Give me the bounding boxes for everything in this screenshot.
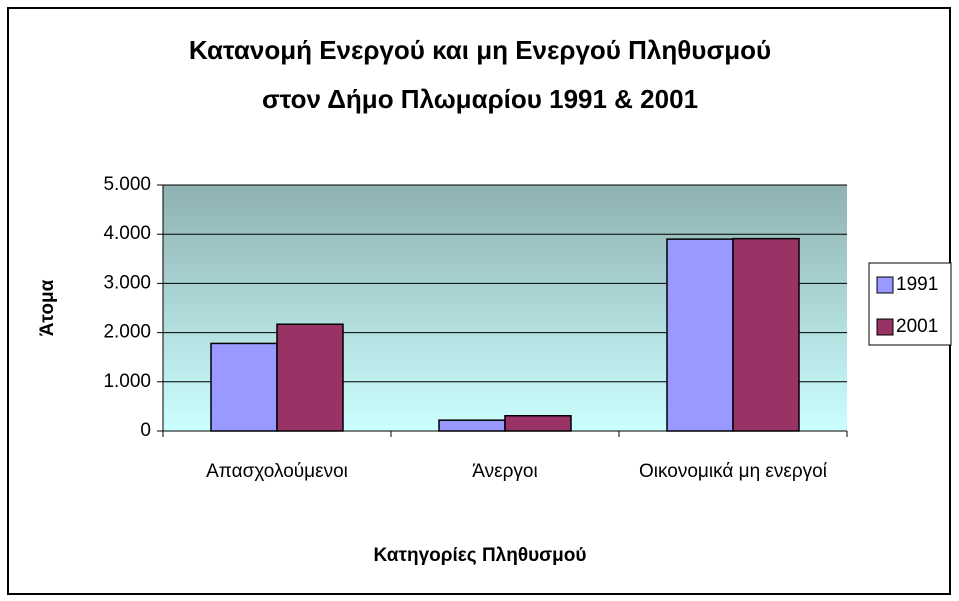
y-tick-label: 2.000: [103, 322, 151, 343]
bar: [276, 323, 344, 432]
bar: [210, 342, 278, 432]
y-tick-label: 3.000: [103, 272, 151, 293]
bar: [438, 419, 506, 432]
legend-label: 1991: [896, 274, 938, 295]
bar: [504, 414, 572, 432]
chart-subtitle: στον Δήμο Πλωμαρίου 1991 & 2001: [262, 84, 698, 114]
y-axis-label: Άτομα: [37, 279, 58, 336]
x-tick-label: Οικονομικά μη ενεργοί: [639, 461, 827, 482]
x-axis-label: Κατηγορίες Πληθυσμού: [374, 545, 587, 566]
legend-swatch: [876, 276, 894, 294]
y-tick-label: 5.000: [103, 174, 151, 195]
legend-label: 2001: [896, 316, 938, 337]
y-tick-label: 4.000: [103, 223, 151, 244]
bar: [666, 238, 734, 432]
legend-swatch: [876, 318, 894, 336]
bar: [732, 237, 800, 432]
y-tick-label: 0: [140, 420, 151, 441]
x-tick-label: Απασχολούμενοι: [206, 461, 348, 482]
x-tick-label: Άνεργοι: [472, 461, 538, 482]
y-tick-label: 1.000: [103, 371, 151, 392]
chart-title: Κατανομή Ενεργού και μη Ενεργού Πληθυσμο…: [189, 35, 771, 65]
